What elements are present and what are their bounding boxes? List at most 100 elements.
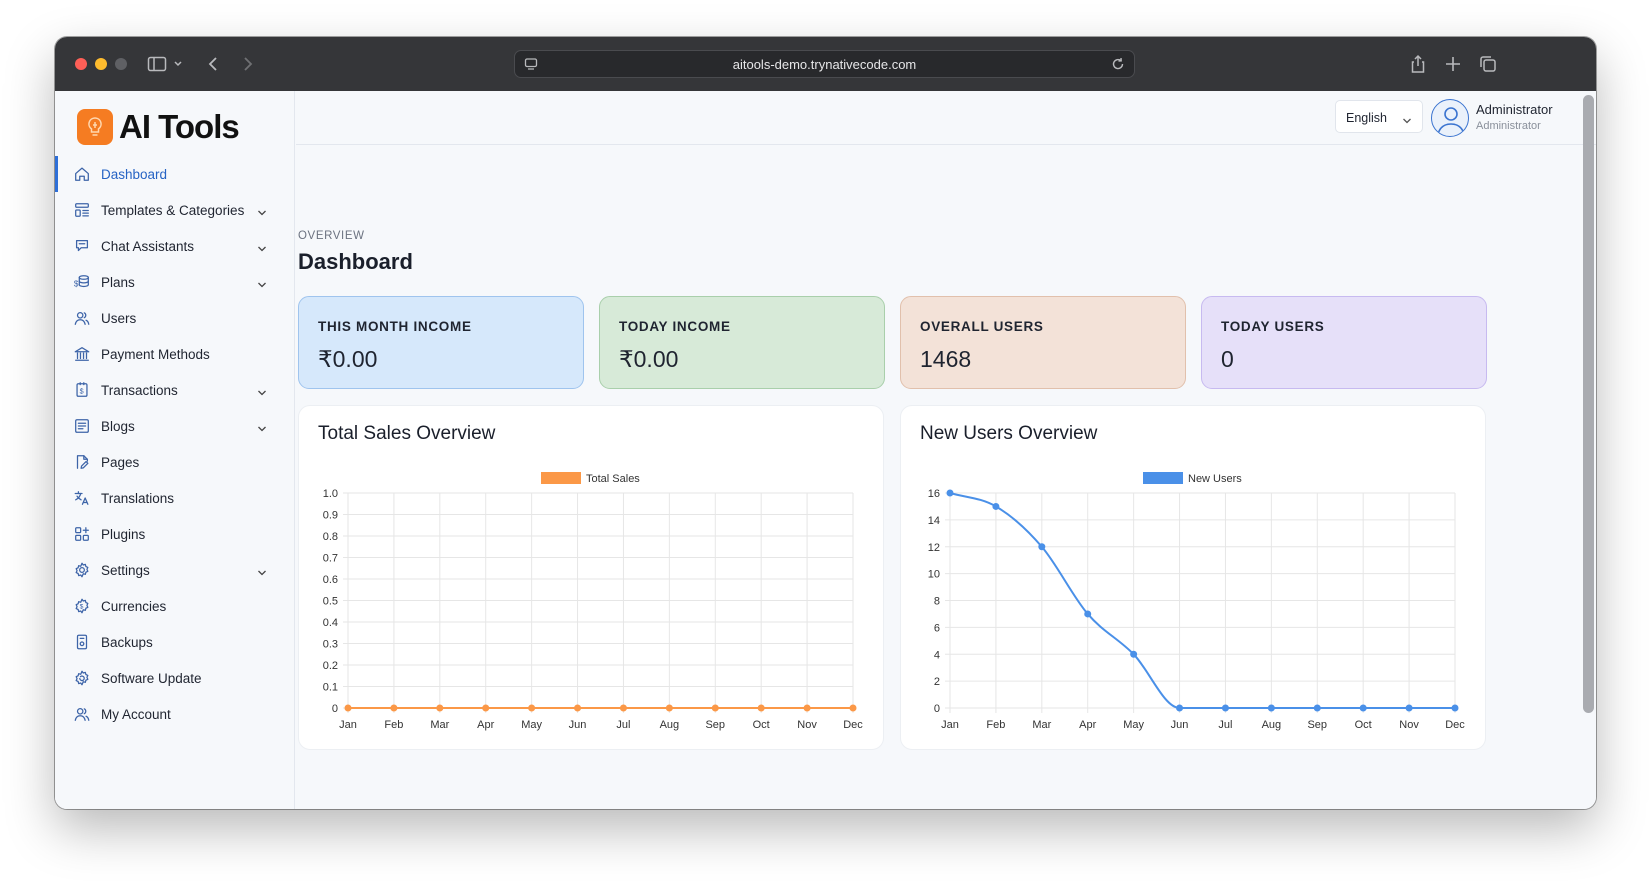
sidebar-item-label: Pages (101, 454, 140, 470)
gear-icon (73, 561, 91, 579)
url-text: aitools-demo.trynativecode.com (732, 57, 917, 72)
chevron-down-icon (257, 205, 267, 216)
sidebar-item-label: Software Update (101, 670, 202, 686)
stat-label: TODAY USERS (1221, 319, 1325, 334)
chevron-down-icon (1402, 113, 1412, 124)
y-tick-label: 2 (934, 676, 940, 688)
sidebar-item-translations[interactable]: Translations (55, 480, 295, 516)
legend-label: Total Sales (586, 473, 640, 485)
x-tick-label: Dec (1445, 719, 1465, 731)
y-tick-label: 0.9 (323, 510, 338, 522)
logo[interactable]: AI Tools (77, 107, 240, 147)
forward-icon[interactable] (236, 53, 258, 75)
avatar[interactable] (1431, 99, 1469, 137)
total-sales-card: Total Sales Overview Total Sales Jan Feb Ma… (298, 405, 884, 750)
y-tick-label: 10 (928, 569, 940, 581)
sidebar: AI Tools Dashboard Templates & Categories… (55, 91, 295, 809)
sidebar-item-my-account[interactable]: My Account (55, 696, 295, 732)
share-icon[interactable] (1407, 53, 1429, 75)
close-window-button[interactable] (75, 58, 87, 70)
y-tick-label: 0.6 (323, 574, 338, 586)
sidebar-item-plugins[interactable]: Plugins (55, 516, 295, 552)
data-point (1267, 704, 1275, 712)
user-name[interactable]: Administrator (1476, 102, 1553, 117)
chat-icon (73, 237, 91, 255)
y-tick-label: 4 (934, 649, 940, 661)
stat-value: 1468 (920, 346, 972, 372)
sidebar-item-backups[interactable]: Backups (55, 624, 295, 660)
y-tick-label: 6 (934, 622, 940, 634)
total-sales-chart: Total Sales Jan Feb Mar Apr May Jun Jul Aug Sep Oc… (323, 472, 863, 731)
sidebar-item-transactions[interactable]: $ Transactions (55, 372, 295, 408)
x-tick-label: Jun (1171, 719, 1189, 731)
sidebar-item-plans[interactable]: $ Plans (55, 264, 295, 300)
svg-text:$: $ (74, 280, 79, 289)
y-tick-label: 8 (934, 596, 940, 608)
svg-text:$: $ (80, 387, 84, 396)
sidebar-item-label: Payment Methods (101, 346, 210, 362)
data-point (344, 704, 352, 712)
minimize-window-button[interactable] (95, 58, 107, 70)
x-tick-label: Jan (339, 719, 357, 731)
data-point (803, 704, 811, 712)
today-users-card: TODAY USERS 0 (1201, 296, 1487, 389)
x-tick-label: Sep (1307, 719, 1327, 731)
page-settings-icon[interactable] (523, 56, 539, 72)
logo-text: AI Tools (119, 108, 240, 145)
sidebar-item-users[interactable]: Users (55, 300, 295, 336)
data-point (1405, 704, 1413, 712)
x-tick-label: Dec (843, 719, 863, 731)
account-icon (73, 705, 91, 723)
blog-icon (73, 417, 91, 435)
x-tick-label: Mar (430, 719, 449, 731)
stat-value: 0 (1221, 346, 1234, 372)
x-tick-label: Mar (1032, 719, 1051, 731)
plugins-icon (73, 525, 91, 543)
new-tab-icon[interactable] (1442, 53, 1464, 75)
page-scrollbar[interactable] (1583, 95, 1594, 713)
translate-icon (73, 489, 91, 507)
data-point (1221, 704, 1229, 712)
chevron-down-icon (257, 241, 267, 252)
sidebar-item-blogs[interactable]: Blogs (55, 408, 295, 444)
sidebar-item-pages[interactable]: Pages (55, 444, 295, 480)
new-users-chart: New Users Jan Feb Mar Apr May Jun Jul Aug Sep Oct N… (928, 472, 1465, 731)
new-users-card: New Users Overview New Users Jan Feb Mar Apr… (900, 405, 1486, 750)
data-point (992, 502, 1000, 510)
sidebar-item-dashboard[interactable]: Dashboard (55, 156, 295, 192)
this-month-income-card: THIS MONTH INCOME ₹0.00 (298, 296, 584, 389)
sidebar-item-settings[interactable]: Settings (55, 552, 295, 588)
language-select[interactable]: English (1335, 100, 1423, 133)
x-tick-label: Nov (1399, 719, 1419, 731)
y-tick-label: 0 (934, 703, 940, 715)
data-point (1130, 650, 1138, 658)
sidebar-item-label: Templates & Categories (101, 202, 245, 218)
backup-icon (73, 633, 91, 651)
sidebar-item-chat-assistants[interactable]: Chat Assistants (55, 228, 295, 264)
sidebar-item-label: My Account (101, 706, 171, 722)
back-icon[interactable] (203, 53, 225, 75)
data-point (946, 489, 954, 497)
sidebar-item-software-update[interactable]: Software Update (55, 660, 295, 696)
zoom-window-button[interactable] (115, 58, 127, 70)
y-tick-label: 0.1 (323, 682, 338, 694)
address-bar[interactable]: aitools-demo.trynativecode.com (514, 50, 1135, 78)
today-income-card: TODAY INCOME ₹0.00 (599, 296, 885, 389)
chevron-down-icon[interactable] (172, 53, 184, 75)
x-tick-label: Jul (1218, 719, 1232, 731)
reload-icon[interactable] (1110, 56, 1126, 72)
sidebar-toggle-icon[interactable] (146, 53, 168, 75)
tabs-overview-icon[interactable] (1477, 53, 1499, 75)
sidebar-item-payment-methods[interactable]: Payment Methods (55, 336, 295, 372)
sidebar-item-label: Dashboard (101, 166, 168, 182)
data-point (1451, 704, 1459, 712)
data-point (1313, 704, 1321, 712)
legend-label: New Users (1188, 473, 1242, 485)
stat-value: ₹0.00 (619, 346, 679, 372)
data-point (711, 704, 719, 712)
sidebar-item-templates-categories[interactable]: Templates & Categories (55, 192, 295, 228)
home-icon (73, 165, 91, 183)
users-icon (73, 309, 91, 327)
data-point (1038, 543, 1046, 551)
sidebar-item-currencies[interactable]: $ Currencies (55, 588, 295, 624)
